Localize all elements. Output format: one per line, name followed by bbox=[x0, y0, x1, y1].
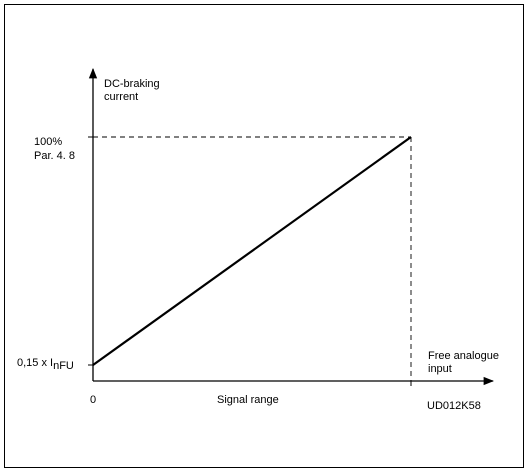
x-end-label-line-2: input bbox=[428, 363, 452, 375]
y-tick-label-bottom: 0,15 x InFU bbox=[17, 357, 74, 372]
x-end-label-line-1: Free analogue bbox=[428, 350, 499, 362]
y-tick-label-top-line-2: Par. 4. 8 bbox=[34, 150, 75, 162]
chart-frame: DC-braking current 100% Par. 4. 8 0,15 x… bbox=[4, 4, 524, 468]
y-axis-label-line-2: current bbox=[104, 91, 138, 103]
y-tick-label-bottom-prefix: 0,15 x I bbox=[17, 357, 53, 369]
y-axis-label-line-1: DC-braking bbox=[104, 78, 160, 90]
x-axis-label: Signal range bbox=[217, 394, 279, 406]
figure-code: UD012K58 bbox=[427, 400, 481, 412]
y-tick-label-bottom-subscript: nFU bbox=[53, 360, 74, 372]
series-line bbox=[92, 136, 412, 366]
y-tick-label-top-line-1: 100% bbox=[34, 136, 62, 148]
x-origin-label: 0 bbox=[90, 394, 96, 406]
